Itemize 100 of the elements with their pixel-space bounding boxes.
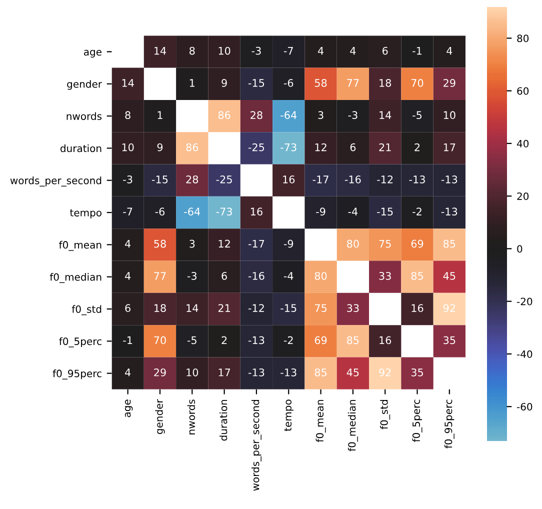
data-label: 4 (446, 46, 452, 55)
data-label: 28 (186, 175, 198, 184)
data-label: 2 (222, 336, 227, 344)
data-label: 86 (218, 111, 230, 120)
data-label: -5 (187, 336, 196, 344)
data-label: 10 (122, 143, 134, 152)
data-label: -2 (284, 336, 293, 344)
data-label: 10 (444, 111, 456, 120)
data-label: 3 (318, 111, 324, 120)
x-tick-label: duration (219, 400, 228, 441)
data-label: 92 (443, 304, 455, 312)
data-label: 35 (411, 368, 423, 376)
data-label: 21 (379, 143, 391, 152)
x-tick-label: tempo (284, 400, 294, 432)
data-label: 16 (380, 336, 392, 344)
data-label: -13 (280, 368, 296, 376)
color-bar-label: -60 (516, 402, 532, 411)
y-tick-label: f0_median (50, 273, 102, 283)
data-label: 14 (154, 46, 166, 55)
data-label: 4 (125, 368, 131, 376)
x-tick-label: f0_5perc (412, 400, 422, 442)
data-label: -6 (155, 208, 165, 216)
color-bar-label: 20 (517, 192, 529, 200)
data-label: 16 (283, 175, 295, 184)
y-tick-label: f0_mean (59, 240, 102, 251)
data-label: -25 (248, 143, 264, 152)
data-label: 6 (222, 272, 227, 280)
data-label: 9 (157, 143, 163, 152)
y-tick-label: f0_95perc (52, 370, 102, 380)
data-label: -16 (248, 272, 264, 280)
x-tick-label: f0_mean (316, 400, 326, 442)
x-tick-label: nwords (187, 400, 196, 434)
data-label: 16 (250, 208, 262, 216)
data-label: -64 (184, 208, 200, 216)
data-label: -15 (152, 176, 168, 184)
data-label: -13 (409, 175, 425, 184)
x-tick-label: f0_median (348, 400, 358, 452)
data-label: 17 (444, 143, 456, 152)
x-tick-label: age (124, 400, 133, 418)
data-label: -5 (412, 111, 422, 120)
data-label: 4 (125, 272, 131, 280)
data-label: -7 (123, 208, 132, 216)
y-tick-label: tempo (70, 209, 102, 218)
data-label: 35 (444, 336, 456, 344)
y-tick-label: gender (67, 80, 102, 90)
data-label: 14 (380, 111, 392, 119)
data-label: 4 (318, 46, 324, 55)
data-label: 92 (379, 368, 391, 376)
data-label: -9 (284, 240, 294, 248)
y-tick-label: nwords (66, 112, 102, 120)
data-label: 16 (412, 304, 424, 312)
data-label: 4 (125, 240, 131, 248)
data-label: -12 (377, 175, 393, 184)
data-label: -6 (284, 79, 294, 87)
data-label: 18 (380, 79, 392, 87)
y-tick-label: age (84, 50, 102, 58)
y-tick-label: words_per_second (10, 176, 102, 187)
data-label: -15 (248, 79, 264, 87)
data-label: -4 (284, 272, 294, 280)
color-bar-label: 40 (516, 140, 529, 148)
data-label: 75 (379, 240, 391, 248)
color-bar-label: 0 (517, 245, 522, 253)
data-label: -1 (412, 46, 422, 55)
data-label: -4 (348, 208, 358, 216)
color-bar-label: -40 (516, 350, 532, 358)
data-label: -13 (441, 175, 458, 184)
data-label: 6 (382, 46, 388, 55)
data-label: 28 (250, 111, 262, 120)
data-label: -15 (280, 304, 296, 312)
data-label: 3 (190, 240, 195, 248)
data-label: 17 (218, 368, 230, 376)
data-label: -13 (441, 208, 458, 216)
color-bar-label: 60 (517, 87, 529, 95)
data-label: -17 (312, 176, 328, 184)
data-label: -16 (344, 175, 361, 184)
y-tick-label: f0_std (72, 305, 102, 316)
data-label: 6 (350, 143, 356, 152)
data-label: 12 (315, 143, 326, 152)
data-label: 70 (411, 79, 424, 87)
y-tick-label: duration (60, 144, 102, 152)
data-label: -15 (377, 208, 393, 216)
data-label: 14 (122, 79, 134, 87)
data-label: 29 (154, 368, 166, 376)
data-label: 85 (411, 272, 423, 280)
x-tick-label: gender (155, 399, 165, 434)
data-label: 85 (314, 368, 326, 376)
data-label: 10 (218, 46, 230, 55)
data-label: 85 (347, 336, 359, 344)
data-label: -7 (284, 46, 293, 55)
data-label: -2 (412, 208, 422, 216)
data-label: -1 (123, 336, 132, 344)
data-label: -64 (280, 111, 297, 120)
data-label: 1 (190, 79, 194, 87)
data-label: -3 (348, 111, 358, 120)
data-label: 8 (190, 46, 195, 55)
data-label: -13 (248, 336, 264, 344)
data-label: -3 (187, 272, 196, 280)
data-label: 58 (314, 79, 327, 87)
data-label: 33 (379, 272, 391, 280)
data-label: 21 (218, 304, 230, 312)
